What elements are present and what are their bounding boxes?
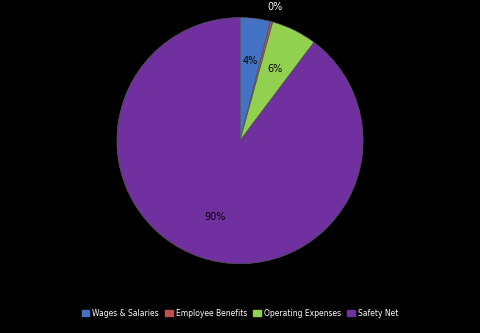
Wedge shape <box>240 21 273 141</box>
Legend: Wages & Salaries, Employee Benefits, Operating Expenses, Safety Net: Wages & Salaries, Employee Benefits, Ope… <box>79 305 401 321</box>
Wedge shape <box>240 18 271 141</box>
Text: 4%: 4% <box>242 56 258 66</box>
Text: 6%: 6% <box>268 64 283 74</box>
Text: 90%: 90% <box>204 211 225 221</box>
Wedge shape <box>117 18 363 264</box>
Wedge shape <box>240 22 314 141</box>
Text: 0%: 0% <box>268 2 283 12</box>
